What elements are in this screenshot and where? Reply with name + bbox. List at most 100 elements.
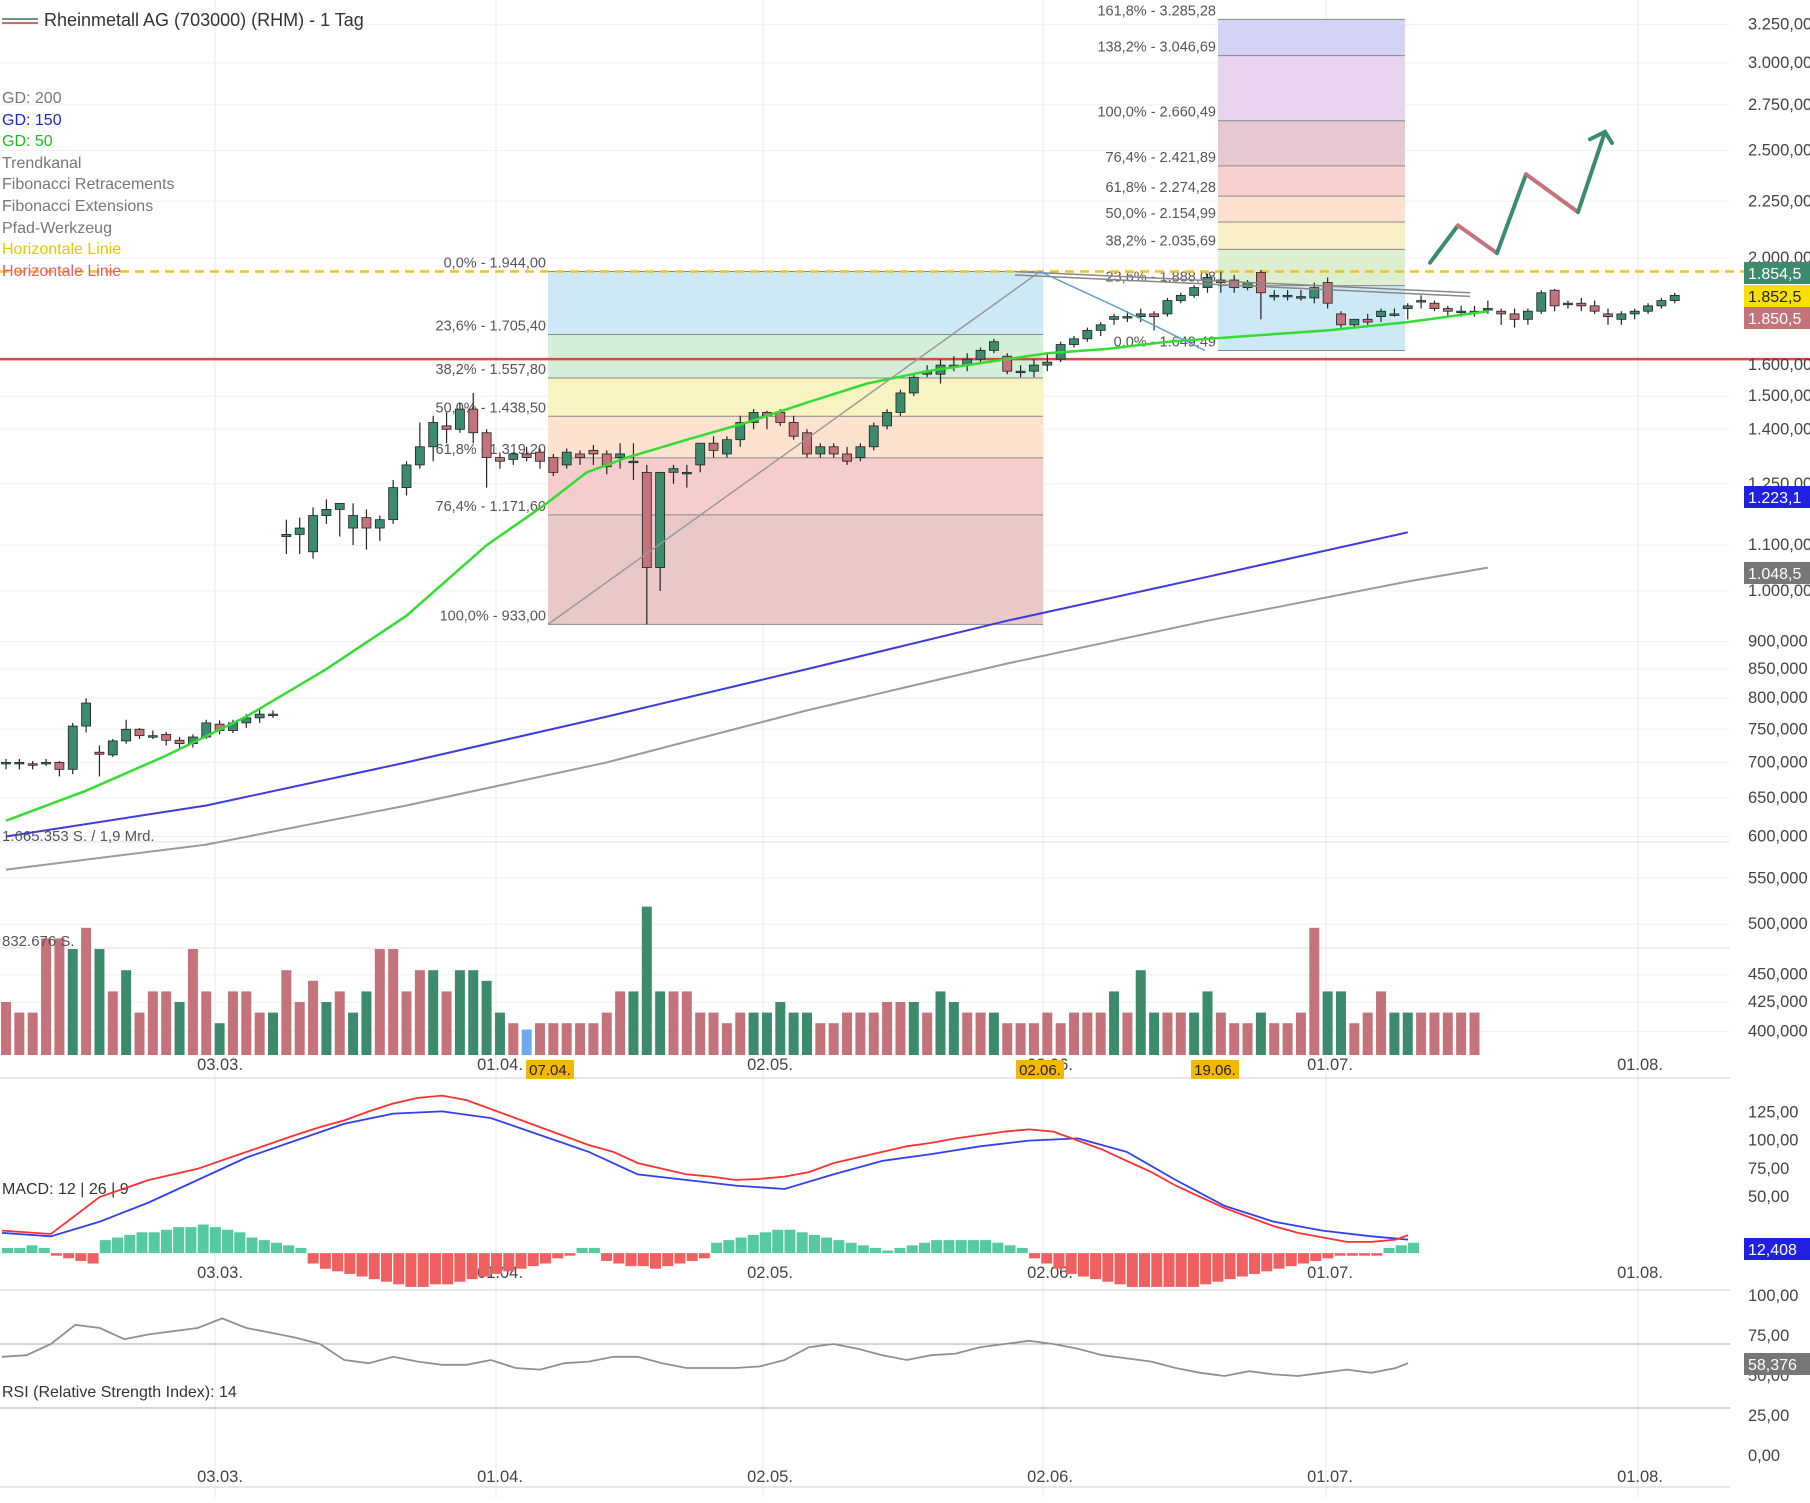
macd-hist-bar <box>1297 1253 1309 1264</box>
volume-bar <box>428 970 439 1055</box>
candle <box>588 444 599 465</box>
macd-hist-bar <box>2 1247 13 1254</box>
volume-bar <box>41 938 52 1055</box>
macd-hist-bar <box>185 1227 197 1254</box>
candle <box>1442 305 1453 317</box>
legend-item: GD: 150 <box>2 111 62 129</box>
macd-hist-bar <box>14 1247 26 1254</box>
candle <box>615 443 625 469</box>
fib-extension-label: 38,2% - 2.035,69 <box>1106 233 1216 249</box>
fib-retracement-zone <box>548 271 1043 335</box>
macd-hist-bar <box>87 1253 99 1264</box>
candle-body <box>1549 289 1560 307</box>
volume-bar <box>521 1029 532 1055</box>
candle <box>1282 290 1293 301</box>
legend-item: Horizontale Linie <box>2 262 122 280</box>
volume-bar <box>67 949 78 1055</box>
candle <box>708 436 719 458</box>
price-tick-label: 450,000 <box>1748 966 1808 984</box>
candle-body <box>1563 302 1573 306</box>
sma150-line <box>5 531 1409 838</box>
candle-body <box>1175 294 1186 301</box>
candle-body <box>535 451 545 462</box>
volume-bar <box>1242 1023 1253 1055</box>
macd-hist-bar <box>1151 1253 1163 1287</box>
candle <box>788 415 799 440</box>
candle-body <box>1576 302 1587 307</box>
volume-bar <box>895 1002 906 1055</box>
macd-hist-bar <box>637 1253 649 1267</box>
price-tick-label: 600,000 <box>1748 827 1808 845</box>
fib-extension-zone <box>1218 249 1405 286</box>
price-tick-label: 750,000 <box>1748 720 1808 738</box>
volume-bar <box>802 1012 812 1055</box>
candle <box>374 515 385 541</box>
macd-hist-bar <box>332 1253 344 1272</box>
price-tick-label: 500,000 <box>1748 915 1808 933</box>
volume-bar <box>948 1002 959 1055</box>
macd-hist-bar <box>1285 1253 1297 1267</box>
candle <box>1523 308 1533 325</box>
candle-body <box>1336 313 1346 326</box>
price-tick-label: 1.000,00 <box>1748 582 1810 600</box>
candle <box>1269 290 1280 301</box>
fib-retracement-zone <box>548 377 1043 417</box>
macd-hist-bar <box>527 1253 539 1267</box>
price-tick-label: 2.750,00 <box>1748 96 1810 114</box>
volume-bar <box>1349 1023 1360 1055</box>
volume-bar <box>494 1012 505 1055</box>
macd-hist-bar <box>160 1229 172 1254</box>
volume-bar <box>908 1002 919 1055</box>
volume-bar <box>922 1012 933 1055</box>
price-tick-label: 2.250,00 <box>1748 192 1810 210</box>
macd-hist-bar <box>209 1227 221 1254</box>
price-tick-label: 1.100,00 <box>1748 536 1810 554</box>
macd-hist-bar <box>625 1253 637 1267</box>
macd-hist-bar <box>381 1253 393 1282</box>
macd-hist-bar <box>943 1240 955 1254</box>
candle-body <box>548 457 559 473</box>
candle <box>161 731 172 746</box>
macd-hist-bar <box>992 1242 1004 1254</box>
candle <box>1069 335 1079 348</box>
rsi-badge-bg <box>1744 1353 1810 1375</box>
projection-path-segment <box>1428 223 1460 265</box>
volume-scale-label: 832.676 S. <box>2 933 75 950</box>
candle-body <box>1095 324 1106 331</box>
macd-hist-bar <box>760 1232 772 1254</box>
candle-body <box>388 487 399 521</box>
macd-hist-bar <box>906 1245 918 1254</box>
candle-body <box>1643 305 1653 312</box>
macd-badge-text: 12,408 <box>1748 1242 1797 1259</box>
candle <box>722 436 732 458</box>
volume-bar <box>81 927 92 1055</box>
candle-body <box>41 762 51 765</box>
volume-bar <box>1282 1023 1293 1055</box>
volume-bar <box>348 1012 359 1055</box>
volume-bar <box>468 970 479 1055</box>
candles <box>1 270 1680 777</box>
macd-hist-bar <box>112 1237 124 1254</box>
price-tick-label: 900,000 <box>1748 633 1808 651</box>
volume-bar <box>1042 1012 1053 1055</box>
fib-retracement-label: 38,2% - 1.557,80 <box>436 362 546 378</box>
candle <box>1042 353 1053 372</box>
date-label: 02.05. <box>747 1056 793 1074</box>
candle-body <box>735 422 746 441</box>
macd-hist-bar <box>466 1253 478 1280</box>
volume-bar <box>588 1023 599 1055</box>
volume-bar <box>214 1023 225 1055</box>
candle-body <box>1429 302 1440 309</box>
macd-hist-bar <box>393 1253 405 1285</box>
candle <box>1229 275 1240 293</box>
sma200-line <box>5 566 1488 871</box>
macd-hist-bar <box>1310 1253 1322 1261</box>
macd-hist-bar <box>454 1253 466 1282</box>
candle <box>1603 308 1613 325</box>
volume-bar <box>882 1002 893 1055</box>
candle-body <box>628 460 639 464</box>
projection-path-segment <box>1576 129 1607 215</box>
volume-bar <box>601 1012 612 1055</box>
macd-hist-bar <box>784 1229 796 1254</box>
